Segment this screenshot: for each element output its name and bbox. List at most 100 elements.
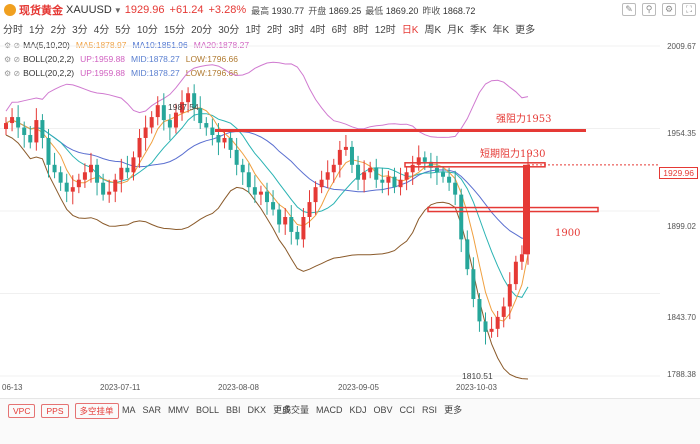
date-tick: 2023-10-03 xyxy=(456,383,497,392)
candle-body xyxy=(434,167,439,173)
candle-body xyxy=(198,108,203,124)
period-tab[interactable]: 1分 xyxy=(29,24,45,36)
indicator-icon[interactable]: ⚲ xyxy=(642,3,656,16)
candle-body xyxy=(404,172,409,180)
date-tick: 2023-07-11 xyxy=(100,383,141,392)
candle-body xyxy=(477,299,482,322)
low-value: 1869.20 xyxy=(385,5,419,16)
high-label: 最高 xyxy=(251,5,270,16)
period-tab[interactable]: 分时 xyxy=(3,24,23,36)
sub-indicator-button[interactable]: OBV xyxy=(373,404,393,415)
chevron-down-icon[interactable]: ▼ xyxy=(113,5,122,15)
period-tab[interactable]: 3分 xyxy=(72,24,88,36)
main-indicator-button[interactable]: 更多 xyxy=(273,405,292,415)
candle-body xyxy=(58,172,63,183)
kline-chart[interactable] xyxy=(0,36,660,382)
candle-body xyxy=(155,105,160,118)
legend-toggle-icon[interactable]: ⚙ ⊘ xyxy=(4,54,21,64)
candle-body xyxy=(349,146,354,165)
candle-body xyxy=(428,161,433,168)
fullscreen-icon[interactable]: ⛶ xyxy=(682,3,696,16)
candle-body xyxy=(325,172,330,180)
period-tab[interactable]: 2分 xyxy=(50,24,67,36)
period-tab[interactable]: 1时 xyxy=(245,24,261,36)
candle-body xyxy=(271,202,276,210)
period-tab[interactable]: 5分 xyxy=(115,24,131,36)
legend-boll-1: ⚙ ⊘ BOLL(20,2,2) UP:1959.88 MID:1878.27 … xyxy=(4,54,244,64)
candle-body xyxy=(40,120,45,138)
period-tab[interactable]: 年K xyxy=(492,24,510,36)
sub-indicator-button[interactable]: CCI xyxy=(399,404,416,415)
candle-body xyxy=(216,134,221,143)
sub-indicator-button[interactable]: RSI xyxy=(422,404,438,415)
price-tick: 1788.38 xyxy=(667,370,696,379)
open-label: 开盘 xyxy=(308,5,327,16)
candle-body xyxy=(471,269,476,300)
legend-toggle-icon[interactable]: ⚙ ⊘ xyxy=(4,40,21,50)
period-tab[interactable]: 12时 xyxy=(374,24,396,36)
sub-indicator-button[interactable]: MACD xyxy=(316,404,343,415)
indicator-bar: VPC PPS 多空挂单 MA SAR MMV BOLL BBI DKX 更多 成交量 MACD K… xyxy=(0,398,700,444)
last-candle xyxy=(523,164,528,255)
boll-upper-line xyxy=(5,61,529,138)
period-tab[interactable]: 2时 xyxy=(266,24,283,36)
main-indicator-button[interactable]: SAR xyxy=(142,404,162,415)
legend-toggle-icon[interactable]: ⚙ ⊘ xyxy=(4,68,21,78)
period-tab[interactable]: 季K xyxy=(469,24,487,36)
symbol-name[interactable]: 现货黄金 xyxy=(19,5,63,17)
low-label: 最低 xyxy=(365,5,384,16)
main-indicator-button[interactable]: DKX xyxy=(247,404,267,415)
candle-body xyxy=(34,120,39,143)
main-indicator-button[interactable]: MA xyxy=(122,404,136,415)
period-tab[interactable]: 日K xyxy=(401,24,419,36)
settings-icon[interactable]: ⚙ xyxy=(662,3,676,16)
candle-body xyxy=(441,172,446,177)
gold-icon xyxy=(4,4,16,16)
period-tab[interactable]: 6时 xyxy=(331,24,348,36)
candle-body xyxy=(95,164,100,183)
candle-body xyxy=(289,217,294,232)
legend-name: BOLL(20,2,2) xyxy=(23,68,75,78)
candle-body xyxy=(234,149,239,165)
candle-body xyxy=(210,127,215,135)
candle-body xyxy=(167,120,172,128)
period-tab[interactable]: 8时 xyxy=(353,24,369,36)
period-tab[interactable]: 30分 xyxy=(218,24,240,36)
candle-body xyxy=(107,191,112,195)
period-tab[interactable]: 10分 xyxy=(136,24,158,36)
prev-close-value: 1868.72 xyxy=(442,5,476,16)
overlay-tag-button[interactable]: PPS xyxy=(41,404,69,418)
main-indicator-button[interactable]: MMV xyxy=(168,404,190,415)
period-tab[interactable]: 15分 xyxy=(163,24,186,36)
candle-body xyxy=(180,102,185,113)
period-tab[interactable]: 20分 xyxy=(191,24,213,36)
symbol-code[interactable]: XAUUSD xyxy=(66,4,112,16)
sub-indicator-button[interactable]: 更多 xyxy=(444,405,463,415)
candle-body xyxy=(113,179,118,192)
sub-indicator-button[interactable]: KDJ xyxy=(349,404,367,415)
candle-body xyxy=(368,167,373,173)
price-change-pct: +3.28% xyxy=(208,4,247,16)
period-tab[interactable]: 月K xyxy=(447,24,464,36)
main-indicator-button[interactable]: BBI xyxy=(226,404,241,415)
candle-body xyxy=(483,321,488,332)
candle-body xyxy=(283,217,288,225)
sub-indicator-button[interactable]: 成交量 xyxy=(282,405,310,415)
period-tab[interactable]: 更多 xyxy=(515,24,536,36)
candle-body xyxy=(192,93,197,109)
legend-boll-mid: MID:1878.27 xyxy=(131,54,180,64)
period-tab[interactable]: 3时 xyxy=(288,24,304,36)
overlay-tag-button[interactable]: 多空挂单 xyxy=(74,403,119,419)
period-tab[interactable]: 周K xyxy=(424,24,442,36)
legend-name: MA(5,10,20) xyxy=(23,40,70,50)
candle-body xyxy=(119,167,124,180)
candle-body xyxy=(386,176,391,183)
period-tab[interactable]: 4分 xyxy=(93,24,110,36)
candle-body xyxy=(465,239,470,270)
overlay-tag-button[interactable]: VPC xyxy=(8,404,36,418)
draw-tool-icon[interactable]: ✎ xyxy=(622,3,636,16)
ma20-line xyxy=(5,119,529,239)
candle-body xyxy=(307,202,312,218)
main-indicator-button[interactable]: BOLL xyxy=(196,404,220,415)
period-tab[interactable]: 4时 xyxy=(310,24,326,36)
